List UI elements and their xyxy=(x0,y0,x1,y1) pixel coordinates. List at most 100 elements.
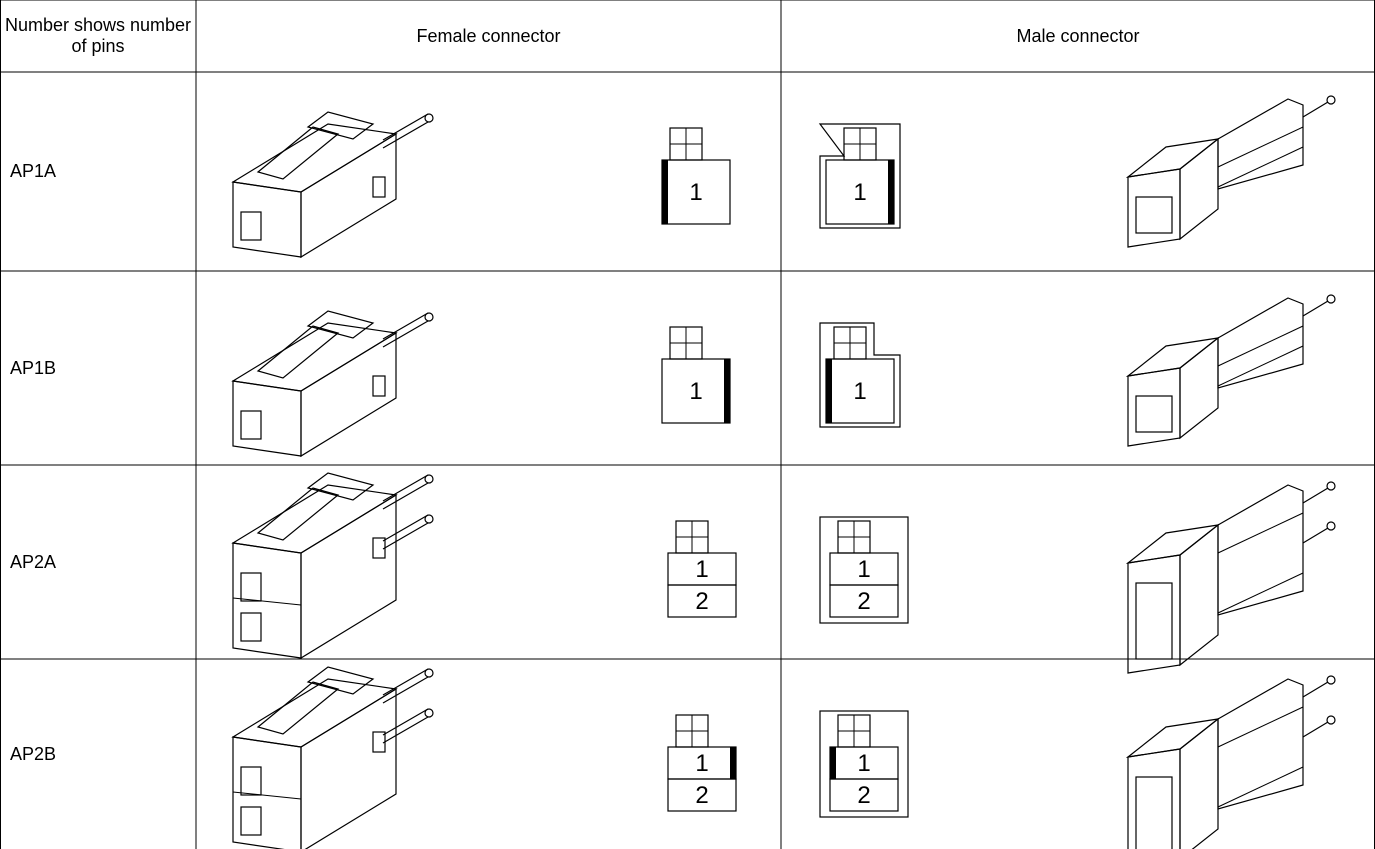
pin-frame xyxy=(819,322,901,428)
wire-end xyxy=(424,312,434,322)
connector-top xyxy=(1125,138,1221,178)
wire xyxy=(1302,721,1329,738)
pin-frame xyxy=(819,710,909,818)
connector-opening xyxy=(1135,395,1173,433)
pin-number: 1 xyxy=(695,750,708,777)
table-line xyxy=(1217,766,1304,808)
connector-top xyxy=(231,678,398,748)
pin-frame xyxy=(819,516,909,624)
connector-side xyxy=(1179,523,1219,667)
pin-number: 1 xyxy=(853,378,866,405)
connector-latch xyxy=(306,111,375,140)
wire-end xyxy=(424,474,434,484)
table-line xyxy=(1217,512,1304,554)
wire-end xyxy=(1326,294,1336,304)
pin-number: 1 xyxy=(853,179,866,206)
connector-top xyxy=(231,484,398,554)
pin-cell xyxy=(829,778,899,812)
pin-number: 1 xyxy=(695,556,708,583)
wire xyxy=(1302,101,1329,118)
connector-side xyxy=(300,132,397,259)
pin-number: 2 xyxy=(695,588,708,615)
connector-slot xyxy=(240,572,262,602)
wire-end xyxy=(1326,521,1336,531)
wire-end xyxy=(424,708,434,718)
wire-end xyxy=(424,668,434,678)
connector-latch xyxy=(306,666,375,695)
wire xyxy=(382,312,429,340)
connector-latch xyxy=(306,310,375,339)
connector-top xyxy=(1125,718,1221,758)
table-line xyxy=(1217,572,1304,614)
connector-tab xyxy=(372,537,386,559)
wire xyxy=(382,514,429,542)
connector-latch xyxy=(306,472,375,501)
wire xyxy=(382,121,429,149)
wire xyxy=(382,522,429,550)
pin-marker xyxy=(730,747,736,779)
wire xyxy=(382,668,429,696)
header-cell: Male connector xyxy=(1016,25,1140,46)
pin-number: 2 xyxy=(857,782,870,809)
pin-marker xyxy=(888,160,894,224)
connector-tab xyxy=(372,731,386,753)
connector-top xyxy=(231,123,398,193)
pin-cell xyxy=(667,778,737,812)
pin-number: 2 xyxy=(857,588,870,615)
connector-top xyxy=(1125,524,1221,564)
connector-body xyxy=(1217,297,1304,389)
wire xyxy=(382,113,429,141)
connector-opening xyxy=(1135,582,1173,660)
connector-side xyxy=(1179,336,1219,440)
pin-number: 2 xyxy=(695,782,708,809)
table-line xyxy=(232,597,302,606)
connector-body xyxy=(1217,484,1304,616)
wire xyxy=(1302,681,1329,698)
connector-slot xyxy=(240,806,262,836)
connector-opening xyxy=(1135,776,1173,849)
pin-number: 1 xyxy=(857,750,870,777)
row-label: AP1A xyxy=(10,161,57,181)
connector-top xyxy=(1125,337,1221,377)
table-line xyxy=(1217,345,1304,387)
header-cell: Female connector xyxy=(416,25,561,46)
wire xyxy=(382,482,429,510)
connector-slot xyxy=(240,410,262,440)
connector-tab xyxy=(372,176,386,198)
wire xyxy=(382,474,429,502)
wire xyxy=(382,716,429,744)
connector-slot xyxy=(240,612,262,642)
wire-end xyxy=(424,113,434,123)
wire xyxy=(1302,487,1329,504)
connector-latch xyxy=(256,325,340,379)
connector-tab xyxy=(372,375,386,397)
connector-latch xyxy=(256,681,340,735)
pin-marker xyxy=(830,747,836,779)
connector-body xyxy=(1217,678,1304,810)
connector-body xyxy=(1217,98,1304,190)
connector-slot xyxy=(240,211,262,241)
row-label: AP1B xyxy=(10,357,57,378)
connector-side xyxy=(1179,137,1219,241)
table-line xyxy=(1217,325,1304,367)
table-line xyxy=(232,791,302,800)
pin-cell xyxy=(829,584,899,618)
wire-end xyxy=(1326,95,1336,105)
connector-latch xyxy=(256,487,340,541)
header-cell: Number shows number of pins xyxy=(4,15,192,56)
pin-number: 1 xyxy=(689,378,702,405)
connector-slot xyxy=(240,766,262,796)
row-label: AP2A xyxy=(10,551,57,572)
connector-top xyxy=(231,322,398,392)
wire-end xyxy=(424,514,434,524)
pin-cell xyxy=(667,584,737,618)
pin-marker xyxy=(724,359,730,423)
connector-side xyxy=(1179,717,1219,849)
row-label: AP2B xyxy=(10,743,57,764)
connector-face xyxy=(232,181,302,258)
pin-number: 1 xyxy=(689,179,702,206)
pin-number: 1 xyxy=(857,556,870,583)
connector-latch xyxy=(256,126,340,180)
